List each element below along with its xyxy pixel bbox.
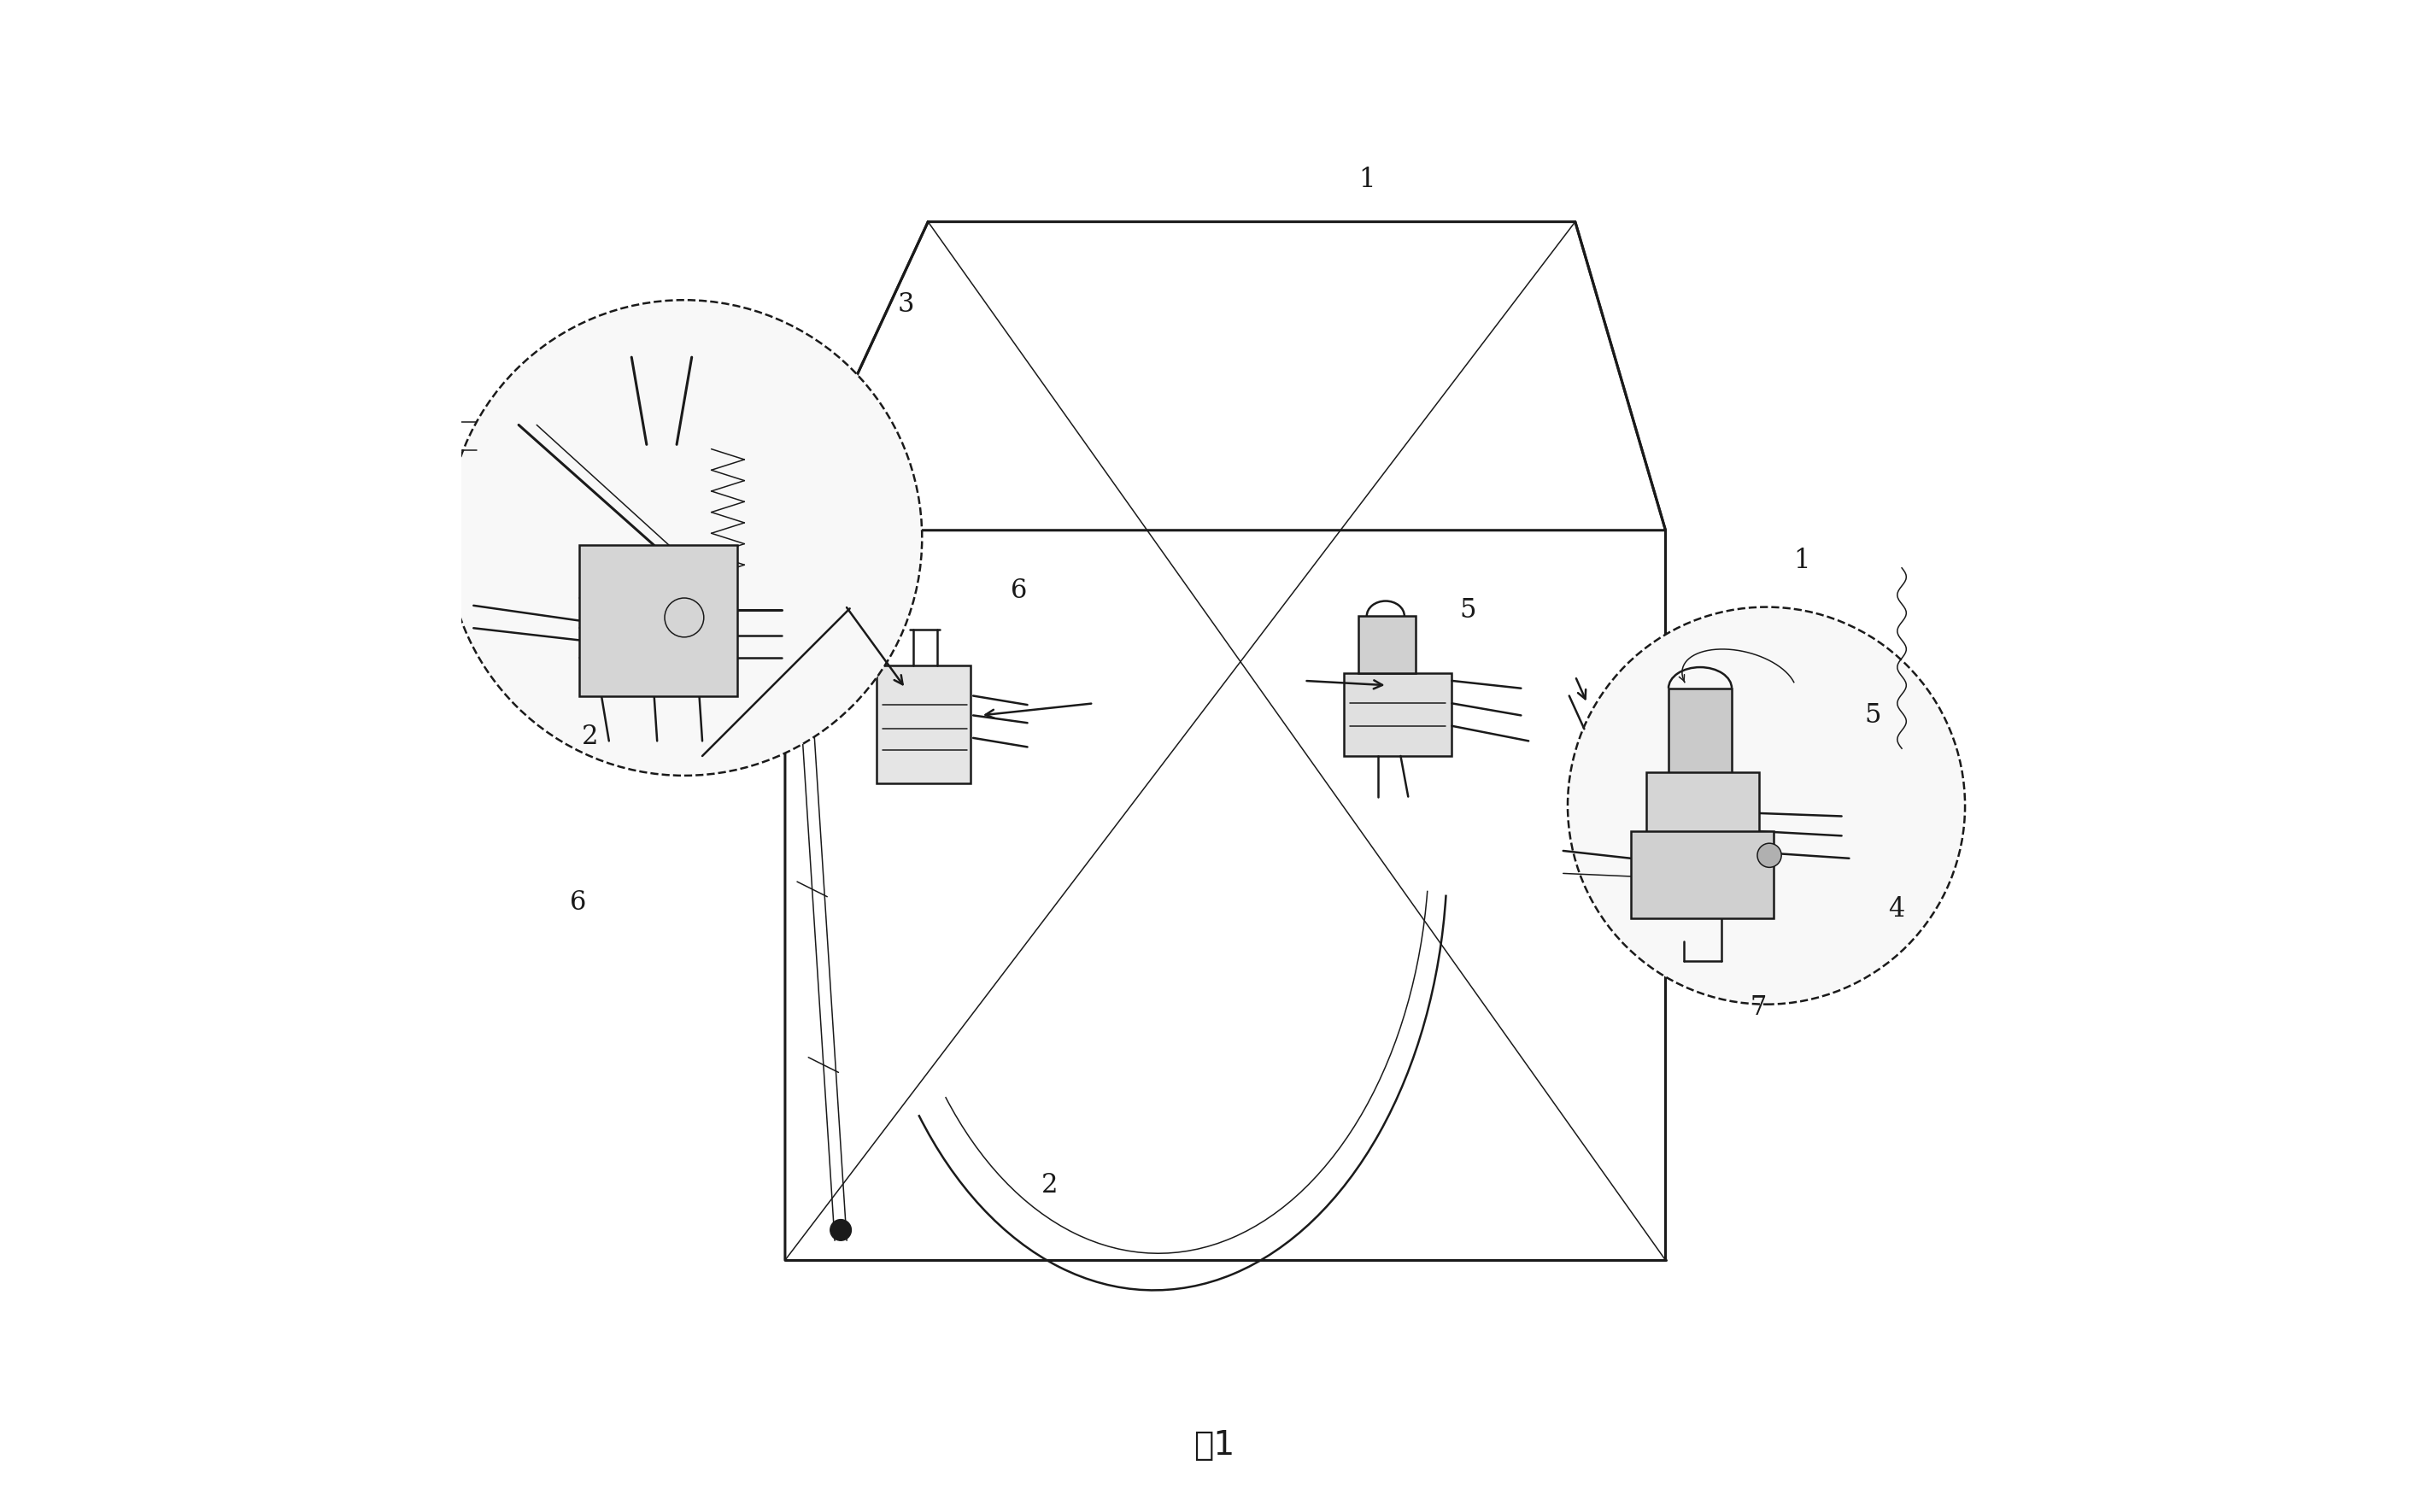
Bar bbox=[1668, 688, 1731, 776]
Text: 2: 2 bbox=[1042, 1172, 1059, 1199]
Text: 1: 1 bbox=[1360, 166, 1374, 194]
Text: 1: 1 bbox=[1794, 547, 1811, 575]
Bar bbox=[1343, 673, 1452, 756]
Circle shape bbox=[1758, 844, 1782, 868]
Text: 4: 4 bbox=[1889, 897, 1904, 922]
Bar bbox=[1632, 832, 1775, 918]
Text: 6: 6 bbox=[1010, 578, 1027, 603]
Circle shape bbox=[830, 1220, 852, 1240]
Circle shape bbox=[1568, 606, 1964, 1004]
Bar bbox=[1360, 615, 1416, 673]
Text: 7: 7 bbox=[1751, 995, 1765, 1021]
Text: 6: 6 bbox=[571, 889, 588, 915]
Text: 5: 5 bbox=[1459, 597, 1476, 623]
Text: 5: 5 bbox=[1865, 703, 1882, 729]
Text: 2: 2 bbox=[583, 723, 600, 750]
Bar bbox=[877, 665, 971, 783]
Circle shape bbox=[447, 299, 923, 776]
Text: 3: 3 bbox=[898, 292, 915, 318]
Text: 图1: 图1 bbox=[1195, 1429, 1233, 1462]
Bar bbox=[1646, 773, 1758, 836]
Bar bbox=[578, 546, 738, 696]
